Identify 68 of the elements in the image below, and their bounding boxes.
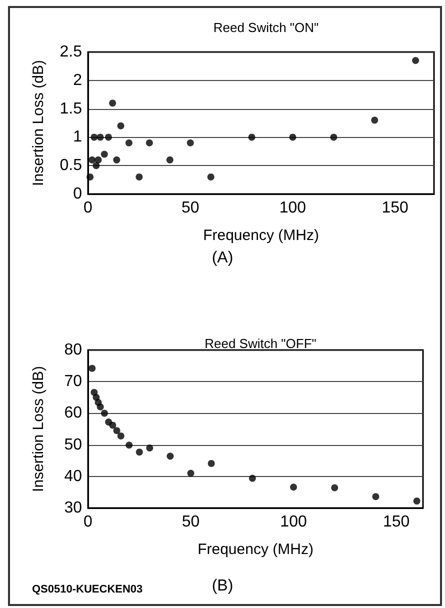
x-tick-label: 100 — [280, 514, 307, 530]
y-tick-label: 1.5 — [60, 100, 82, 118]
point — [86, 173, 94, 180]
point — [413, 498, 420, 505]
point — [113, 156, 120, 164]
y-tick-label: 70 — [64, 373, 82, 390]
x-tick-label: 0 — [84, 200, 93, 216]
chart-title: Reed Switch "ON" — [213, 20, 320, 35]
point — [371, 116, 378, 124]
point — [92, 162, 100, 170]
point — [125, 139, 132, 146]
point — [166, 452, 174, 460]
x-tick-label: 100 — [279, 200, 306, 216]
point — [166, 156, 174, 164]
point — [88, 364, 96, 372]
x-axis-title: Frequency (MHz) — [198, 541, 314, 558]
x-tick-label: 150 — [382, 200, 409, 216]
text: (B) — [212, 578, 234, 594]
y-tick-label: 40 — [64, 468, 82, 485]
point — [96, 134, 104, 141]
y-tick-label: 1 — [73, 128, 82, 146]
point — [96, 403, 104, 410]
point — [330, 134, 338, 141]
point — [208, 460, 215, 467]
point — [372, 493, 380, 500]
point — [412, 57, 420, 64]
y-tick-label: 0 — [73, 186, 82, 202]
point — [289, 134, 296, 141]
x-tick-label: 50 — [181, 200, 200, 216]
y-tick-label: 2.5 — [60, 44, 82, 60]
point — [113, 427, 120, 434]
y-tick-label: 80 — [64, 342, 82, 358]
point — [88, 156, 96, 164]
y-tick-label: 0.5 — [60, 157, 82, 174]
point — [109, 100, 116, 107]
x-tick-label: 50 — [182, 514, 200, 530]
point — [117, 432, 124, 440]
x-tick-label: 150 — [382, 514, 410, 530]
y-axis-title: Insertion Loss (dB) — [30, 60, 47, 186]
point — [90, 134, 98, 141]
point — [104, 134, 112, 141]
point — [248, 474, 256, 482]
y-tick-label: 50 — [64, 436, 82, 454]
point — [248, 134, 256, 141]
point — [94, 156, 102, 164]
point — [136, 448, 143, 456]
x-tick-label: 0 — [84, 514, 93, 530]
x-axis-title: Frequency (MHz) — [203, 227, 319, 244]
y-tick-label: 60 — [64, 404, 82, 422]
point — [100, 150, 108, 158]
point — [290, 484, 298, 491]
y-tick-label: 2 — [73, 72, 82, 89]
text: (A) — [212, 250, 234, 266]
point — [146, 444, 154, 452]
point — [187, 470, 194, 477]
point — [136, 173, 143, 180]
point — [146, 139, 153, 146]
point — [331, 484, 338, 492]
chart-title: Reed Switch "OFF" — [204, 336, 317, 351]
point — [117, 122, 124, 130]
point — [109, 422, 116, 429]
point — [186, 139, 194, 146]
point — [126, 442, 133, 449]
text: QS0510-KUECKEN03 — [32, 584, 143, 596]
y-tick-label: 30 — [64, 500, 82, 516]
y-axis-title: Insertion Loss (dB) — [30, 366, 47, 492]
point — [207, 173, 214, 180]
point — [100, 410, 108, 417]
